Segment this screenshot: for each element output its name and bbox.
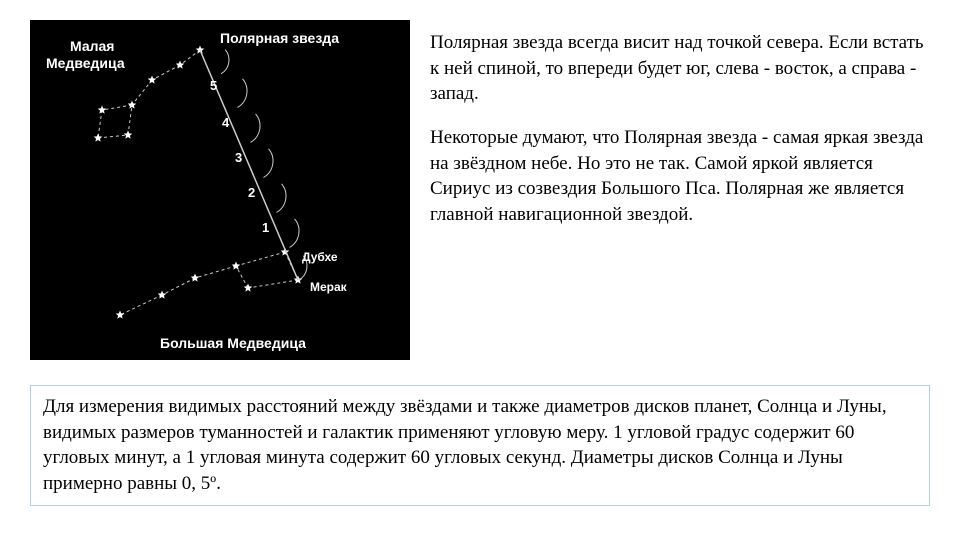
- constellation-diagram: Полярная звезда Малая Медведица Большая …: [30, 20, 410, 360]
- bottom-paragraph: Для измерения видимых расстояний между з…: [43, 394, 917, 497]
- bottom-box: Для измерения видимых расстояний между з…: [30, 385, 930, 506]
- label-ursa-major: Большая Медведица: [160, 335, 306, 351]
- step-3: 3: [235, 150, 242, 165]
- label-merak: Мерак: [310, 280, 347, 294]
- top-row: Полярная звезда Малая Медведица Большая …: [30, 20, 930, 360]
- label-ursa-minor-line1: Малая: [70, 38, 114, 54]
- paragraph-1: Полярная звезда всегда висит над точкой …: [430, 30, 930, 107]
- step-5: 5: [210, 78, 217, 93]
- step-2: 2: [248, 185, 255, 200]
- label-polaris: Полярная звезда: [220, 30, 339, 46]
- label-ursa-minor-line2: Медведица: [46, 55, 125, 71]
- constellation-svg: [30, 20, 410, 360]
- label-dubhe: Дубхе: [302, 250, 338, 264]
- step-4: 4: [222, 115, 229, 130]
- step-1: 1: [262, 220, 269, 235]
- right-text-block: Полярная звезда всегда висит над точкой …: [430, 20, 930, 360]
- paragraph-2: Некоторые думают, что Полярная звезда - …: [430, 125, 930, 228]
